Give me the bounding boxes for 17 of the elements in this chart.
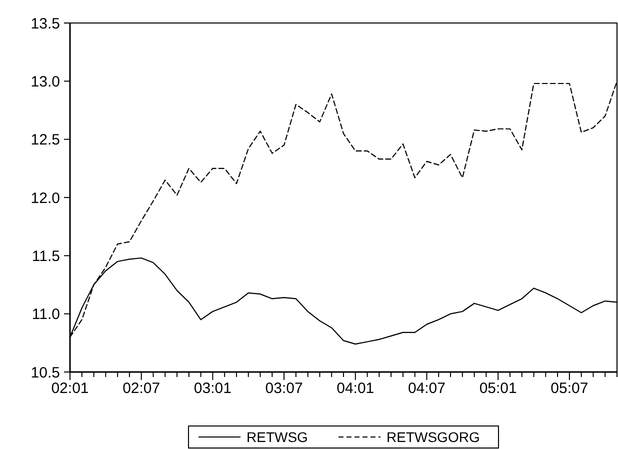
y-tick-label: 10.5	[30, 364, 60, 382]
x-tick-label: 02:07	[122, 380, 160, 397]
x-tick-label: 04:07	[408, 380, 446, 397]
x-tick-label: 05:07	[550, 380, 588, 397]
y-tick-label: 12.5	[30, 132, 60, 149]
x-tick-label: 03:01	[194, 380, 232, 397]
y-tick-label: 12.0	[30, 190, 60, 207]
x-tick-label: 05:01	[479, 380, 517, 397]
x-tick-label: 04:01	[336, 380, 374, 397]
legend-label: RETWSGORG	[386, 428, 480, 445]
x-tick-label: 03:07	[265, 380, 303, 397]
y-tick-label: 13.5	[30, 15, 60, 32]
legend-label: RETWSG	[246, 428, 308, 445]
y-tick-label: 11.0	[32, 306, 60, 324]
x-tick-label: 02:01	[51, 380, 89, 397]
y-tick-label: 13.0	[30, 73, 60, 90]
y-tick-label: 11.5	[32, 248, 60, 265]
